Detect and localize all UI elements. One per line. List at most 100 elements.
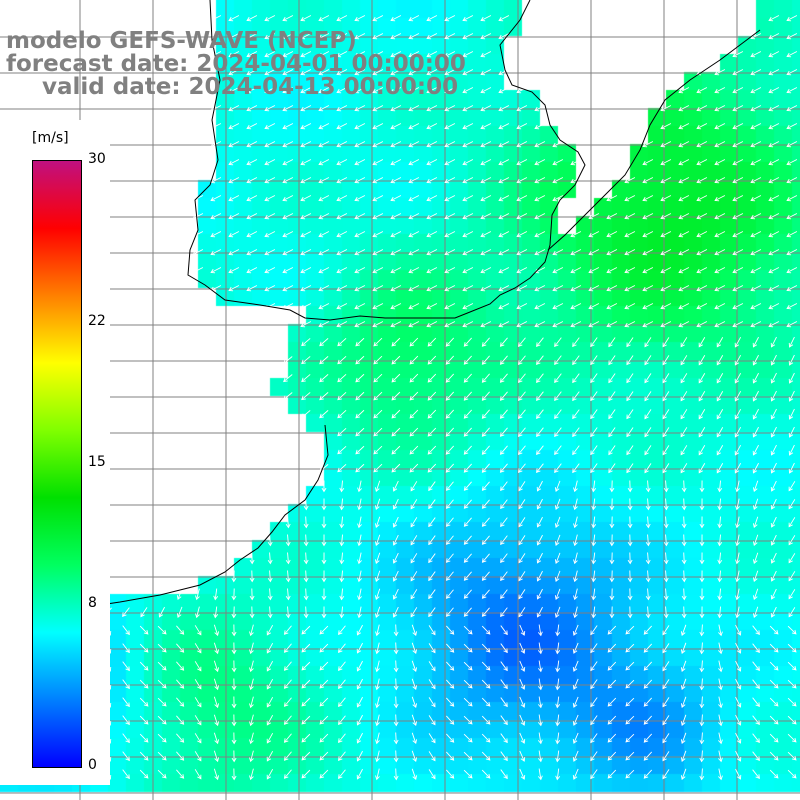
- wind-arrow: [319, 733, 329, 743]
- wind-arrow-head: [718, 739, 723, 745]
- wind-arrow: [498, 213, 510, 219]
- wind-arrow-head: [590, 756, 595, 762]
- wind-arrow-head: [572, 378, 577, 384]
- wind-arrow-head: [264, 250, 270, 256]
- wind-arrow: [606, 195, 618, 201]
- wind-arrow-head: [231, 631, 237, 637]
- wind-arrow-head: [228, 52, 234, 58]
- wind-arrow: [463, 661, 473, 671]
- wind-arrow-head: [445, 396, 451, 401]
- wind-arrow: [590, 427, 598, 437]
- wind-arrow-head: [755, 774, 760, 780]
- wind-arrow-head: [267, 577, 273, 583]
- wind-arrow-head: [228, 88, 234, 94]
- wind-arrow-head: [480, 34, 486, 40]
- wind-arrow-head: [319, 629, 325, 635]
- wind-arrow: [157, 733, 167, 743]
- wind-arrow: [642, 213, 654, 219]
- wind-arrow-head: [408, 268, 414, 274]
- wind-arrow-head: [412, 721, 418, 727]
- wind-arrow-head: [408, 178, 414, 184]
- wind-arrow: [462, 213, 474, 219]
- wind-arrow: [444, 285, 456, 291]
- wind-arrow: [678, 249, 690, 255]
- wind-arrow-head: [555, 667, 561, 673]
- wind-arrow-head: [696, 106, 702, 112]
- wind-arrow-head: [645, 541, 651, 547]
- wind-arrow-head: [373, 413, 379, 419]
- wind-arrow-head: [534, 142, 540, 148]
- colorbar-tick-label: 15: [88, 454, 106, 470]
- wind-arrow-head: [788, 594, 793, 600]
- wind-arrow-head: [498, 322, 504, 328]
- wind-arrow: [464, 463, 472, 473]
- wind-arrow-head: [356, 684, 362, 690]
- wind-arrow: [300, 141, 312, 147]
- wind-arrow: [643, 751, 653, 761]
- wind-arrow-head: [300, 286, 306, 292]
- wind-arrow-head: [786, 214, 792, 220]
- wind-arrow-head: [537, 631, 543, 637]
- forecast-date: forecast date: 2024-04-01 00:00:00: [6, 51, 466, 77]
- wind-arrow: [606, 285, 618, 291]
- wind-arrow-head: [627, 541, 633, 547]
- wind-arrow-head: [391, 395, 397, 401]
- wind-arrow: [482, 589, 490, 599]
- wind-arrow-head: [266, 774, 272, 780]
- wind-arrow-head: [300, 214, 306, 220]
- wind-arrow-head: [517, 342, 523, 347]
- wind-arrow: [444, 249, 456, 255]
- wind-arrow-head: [536, 558, 542, 564]
- wind-arrow: [411, 714, 417, 726]
- wind-arrow-head: [752, 342, 758, 348]
- wind-arrow: [714, 267, 726, 273]
- wind-arrow-head: [408, 196, 414, 202]
- wind-arrow-head: [375, 757, 380, 763]
- wind-arrow-head: [372, 124, 378, 130]
- wind-arrow-head: [463, 450, 469, 455]
- wind-arrow: [480, 15, 492, 21]
- wind-arrow-head: [444, 124, 450, 130]
- wind-arrow: [592, 570, 596, 582]
- wind-arrow-head: [467, 701, 473, 707]
- wind-arrow-head: [552, 160, 558, 166]
- wind-arrow: [500, 445, 508, 455]
- wind-arrow-head: [717, 541, 723, 547]
- wind-arrow-head: [590, 738, 595, 744]
- wind-arrow: [554, 427, 562, 437]
- wind-arrow: [428, 517, 436, 527]
- wind-arrow: [519, 678, 525, 690]
- wind-arrow: [354, 285, 366, 291]
- wind-arrow-head: [736, 666, 742, 672]
- wind-arrow: [264, 141, 276, 147]
- wind-arrow: [428, 553, 436, 563]
- wind-arrow-head: [161, 683, 167, 689]
- wind-arrow-head: [214, 631, 220, 637]
- wind-arrow-head: [267, 595, 273, 601]
- wind-arrow: [376, 678, 380, 690]
- wind-arrow: [498, 285, 510, 291]
- wind-arrow: [552, 285, 564, 291]
- wind-arrow-head: [375, 649, 380, 655]
- wind-arrow: [426, 231, 438, 237]
- wind-arrow-head: [732, 178, 738, 184]
- wind-arrow: [318, 195, 330, 201]
- wind-arrow: [372, 69, 384, 75]
- wind-arrow: [753, 444, 759, 456]
- wind-arrow: [518, 553, 526, 563]
- wind-arrow-head: [534, 304, 540, 310]
- wind-arrow: [590, 643, 598, 653]
- wind-arrow: [482, 499, 490, 509]
- wind-arrow: [266, 750, 274, 762]
- wind-arrow: [516, 177, 528, 183]
- wind-arrow: [301, 625, 311, 635]
- wind-arrow-head: [698, 450, 703, 456]
- wind-arrow: [735, 696, 741, 708]
- wind-arrow: [718, 642, 722, 654]
- wind-arrow-head: [536, 576, 542, 582]
- wind-arrow-head: [449, 630, 455, 635]
- wind-arrow-head: [444, 232, 450, 238]
- wind-arrow: [428, 481, 436, 491]
- wind-arrow-head: [625, 719, 631, 725]
- wind-arrow-head: [249, 757, 254, 763]
